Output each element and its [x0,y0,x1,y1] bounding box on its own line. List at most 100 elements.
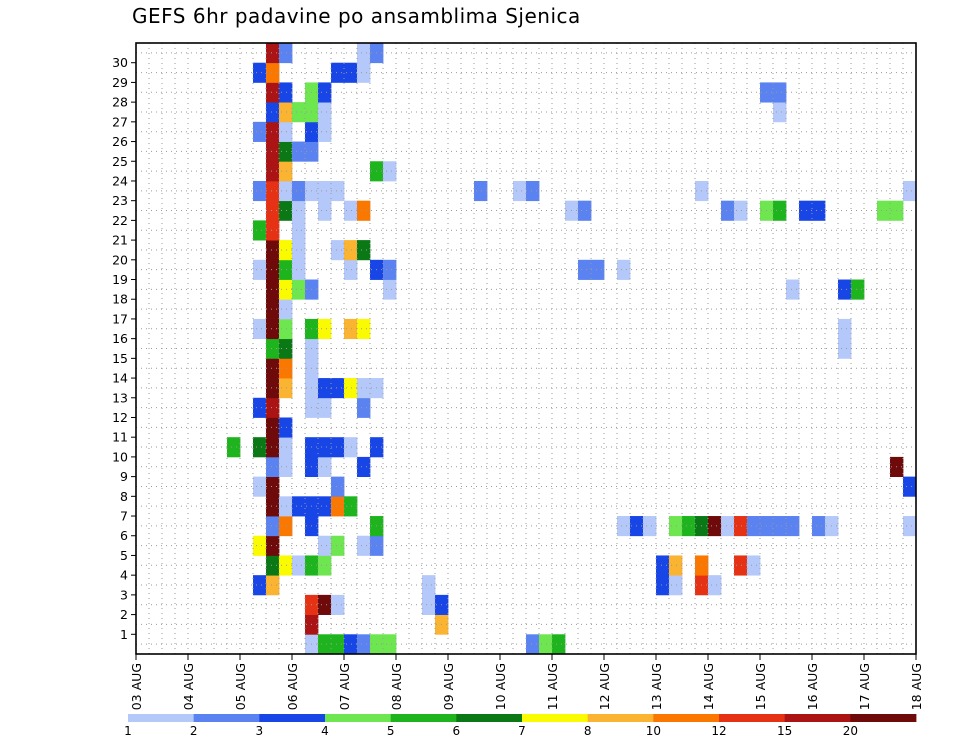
heatmap-cell [357,634,371,655]
heatmap-cell [318,437,332,458]
heatmap-cell [279,496,293,517]
x-tick-label: 16 AUG [805,663,820,710]
heatmap-cell [266,555,280,576]
y-tick-label: 11 [112,430,128,445]
heatmap-cell [331,180,345,202]
heatmap-cell [786,279,800,300]
heatmap-cell [266,141,280,162]
legend: 1 2 3 4 5 6 7 8 10 12 15 20 [124,714,917,738]
heatmap-cell [903,180,917,202]
heatmap-cell [656,555,670,576]
heatmap-cell [643,516,657,537]
legend-swatch [522,714,589,722]
heatmap-cell [903,476,917,497]
heatmap-cell [279,378,293,399]
chart-title: GEFS 6hr padavine po ansamblima Sjenica [132,4,581,28]
heatmap-cell [773,82,787,103]
y-tick-label: 18 [112,292,128,307]
heatmap-cell [279,437,293,458]
heatmap-cell [331,594,345,615]
heatmap-cell [318,496,332,517]
heatmap-cell [344,318,358,340]
heatmap-cell [292,180,306,202]
y-tick-label: 7 [120,509,128,524]
heatmap-cell [357,378,371,399]
heatmap-cell [266,240,280,261]
heatmap-cell [279,259,293,280]
heatmap-cell [279,417,293,438]
heatmap-cell [708,575,722,596]
heatmap-cell [422,575,436,596]
heatmap-cell [279,516,293,537]
heatmap-cell [253,259,267,280]
legend-level-label: 6 [453,724,461,738]
heatmap-cell [747,516,761,537]
x-tick-label: 06 AUG [285,663,300,710]
x-tick-label: 11 AUG [545,663,560,710]
heatmap-cell [266,279,280,300]
heatmap-cell [812,200,826,221]
heatmap-cell [266,220,280,241]
heatmap-cell [734,200,748,221]
x-tick-label: 07 AUG [337,663,352,710]
heatmap-cell [279,338,293,359]
heatmap-cell [331,437,345,458]
x-tick-label: 08 AUG [389,663,404,710]
y-tick-label: 30 [112,55,128,70]
heatmap-cell [734,516,748,537]
heatmap-cell [669,575,683,596]
heatmap-cell [318,102,332,123]
y-tick-label: 8 [120,489,128,504]
heatmap-cell [617,259,631,280]
heatmap-cell [331,535,345,556]
heatmap-cell [331,62,345,83]
legend-swatch [259,714,326,722]
heatmap-cell [383,634,397,655]
heatmap-cell [318,180,332,202]
heatmap-cell [773,102,787,123]
heatmap-cell [734,555,748,576]
heatmap-cell [474,180,488,202]
heatmap-cell [253,220,267,241]
heatmap-cell [344,378,358,399]
heatmap-cell [656,575,670,596]
legend-swatch [128,714,195,722]
heatmap-cell [552,634,566,655]
heatmap-cell [318,555,332,576]
heatmap-cell [253,397,267,418]
heatmap-cell [279,141,293,162]
heatmap-cell [279,180,293,202]
heatmap-cell [292,240,306,261]
heatmap-cell [344,496,358,517]
x-tick-label: 17 AUG [857,663,872,710]
heatmap-cell [227,437,241,458]
heatmap-cell [344,62,358,83]
heatmap-cell [253,180,267,202]
y-tick-label: 25 [112,154,128,169]
heatmap-cell [383,279,397,300]
x-tick-label: 05 AUG [233,663,248,710]
heatmap-cell [318,318,332,340]
heatmap-cell [799,200,813,221]
heatmap-cell [266,456,280,478]
heatmap-cell [279,43,293,64]
heatmap-cell [279,82,293,103]
heatmap-cell [266,437,280,458]
heatmap-cell [279,161,293,182]
legend-level-label: 10 [646,724,661,738]
heatmap-cell [669,516,683,537]
heatmap-cell [292,200,306,221]
heatmap-cell [357,240,371,261]
heatmap-cell [838,279,852,300]
legend-level-label: 7 [518,724,526,738]
heatmap-cells [227,43,917,655]
heatmap-cell [526,634,540,655]
heatmap-cell [253,535,267,556]
heatmap-cell [344,437,358,458]
heatmap-cell [331,378,345,399]
heatmap-cell [357,200,371,221]
heatmap-cell [591,259,605,280]
heatmap-cell [682,516,696,537]
heatmap-cell [279,240,293,261]
